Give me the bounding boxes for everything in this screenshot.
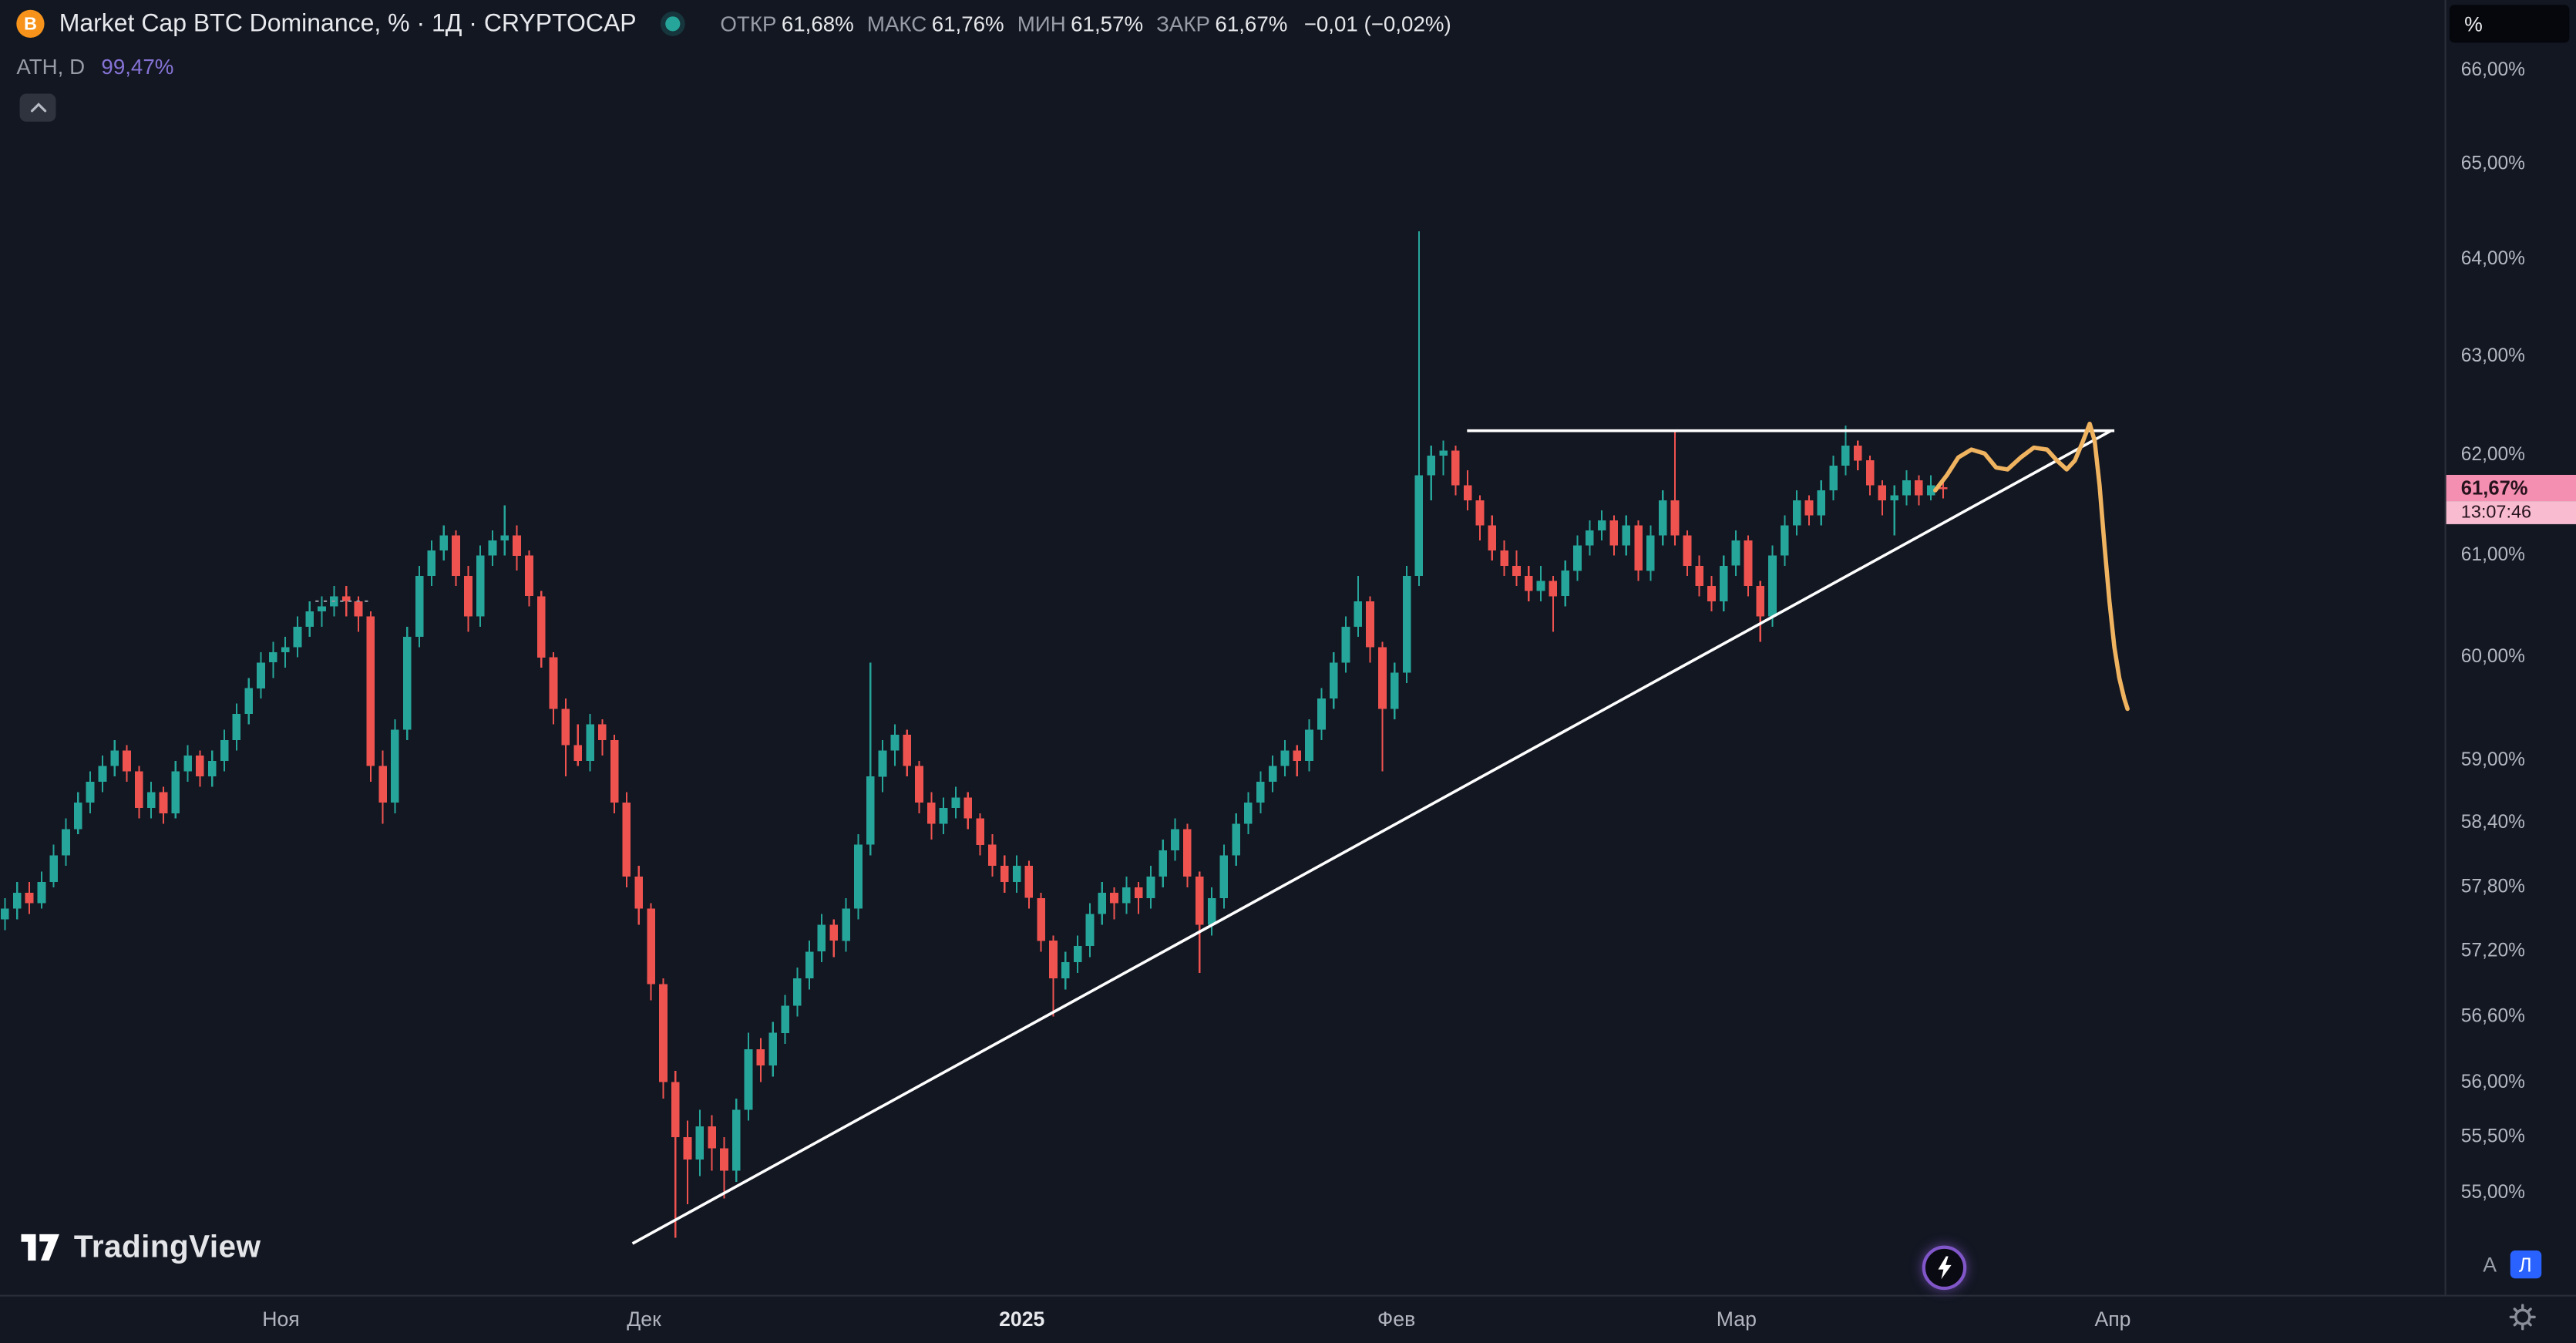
time-scale-label: Фев [1377, 1308, 1416, 1331]
lightning-bolt-icon [1938, 1256, 1952, 1280]
collapse-legend-button[interactable] [19, 93, 56, 122]
price-scale-label: 55,50% [2460, 1127, 2525, 1147]
open-value: 61,68% [781, 11, 854, 36]
price-scale-label: 56,00% [2460, 1072, 2525, 1093]
price-scale-label: 62,00% [2460, 445, 2525, 466]
freehand-brush-drawing[interactable] [1932, 421, 2130, 712]
change-value: −0,01 (−0,02%) [1303, 11, 1451, 36]
indicator-legend[interactable]: ATH, D 99,47% [16, 54, 173, 79]
time-scale-label: Апр [2094, 1308, 2131, 1331]
price-scale-unit-button[interactable]: % [2449, 5, 2570, 43]
market-status-icon[interactable] [666, 16, 681, 32]
tradingview-logo[interactable]: TradingView [20, 1230, 261, 1267]
log-scale-button[interactable]: Л [2510, 1250, 2541, 1279]
current-price-badge: 61,67% 13:07:46 [2446, 474, 2576, 524]
symbol-title[interactable]: Market Cap BTC Dominance, % · 1Д · CRYPT… [59, 9, 637, 39]
gear-icon [2509, 1304, 2536, 1331]
open-label: ОТКР [720, 11, 777, 36]
current-price: 61,67% [2446, 474, 2576, 502]
time-scale[interactable]: Ноя Дек 2025 Фев Мар Апр [0, 1294, 2576, 1343]
symbol-legend: B Market Cap BTC Dominance, % · 1Д · CRY… [16, 9, 1451, 39]
ohlc-readout: ОТКР 61,68% МАКС 61,76% МИН 61,57% ЗАКР … [720, 12, 1451, 36]
bitcoin-icon: B [16, 9, 45, 39]
indicator-value: 99,47% [101, 54, 174, 79]
candles [1, 231, 1948, 1238]
time-scale-label: Дек [627, 1308, 661, 1331]
price-scale-label: 57,20% [2460, 941, 2525, 961]
high-value: 61,76% [931, 11, 1004, 36]
close-label: ЗАКР [1156, 11, 1211, 36]
price-scale-label: 57,80% [2460, 877, 2525, 897]
chevron-up-icon [29, 103, 46, 113]
price-scale-label: 63,00% [2460, 346, 2525, 367]
bar-close-countdown: 13:07:46 [2446, 501, 2576, 524]
close-value: 61,67% [1215, 11, 1288, 36]
indicator-name: ATH, D [16, 54, 86, 79]
price-scale-label: 64,00% [2460, 249, 2525, 270]
scale-mode-controls: А Л [2447, 1250, 2576, 1279]
price-scale-label: 59,00% [2460, 751, 2525, 771]
price-scale-label: 55,00% [2460, 1183, 2525, 1203]
price-scale-label: 61,00% [2460, 545, 2525, 566]
price-scale-label: 60,00% [2460, 647, 2525, 668]
flash-button[interactable] [1922, 1245, 1967, 1291]
low-value: 61,57% [1071, 11, 1144, 36]
time-scale-label: 2025 [999, 1308, 1045, 1331]
time-scale-label: Мар [1716, 1308, 1757, 1331]
time-scale-label: Ноя [262, 1308, 300, 1331]
ascending-trendline-drawing[interactable] [631, 429, 2112, 1245]
high-label: МАКС [866, 11, 927, 36]
low-label: МИН [1017, 11, 1066, 36]
tradingview-logo-text: TradingView [73, 1230, 261, 1266]
auto-scale-button[interactable]: А [2483, 1253, 2497, 1277]
price-scale-label: 66,00% [2460, 60, 2525, 81]
price-scale-label: 65,00% [2460, 154, 2525, 174]
price-scale[interactable]: % 61,67% 13:07:46 А Л 66,00% 65,00% 64,00%… [2444, 0, 2576, 1295]
candlestick-chart-canvas[interactable] [0, 0, 2444, 1295]
tradingview-logo-icon [21, 1234, 59, 1261]
price-scale-label: 56,60% [2460, 1007, 2525, 1028]
time-scale-settings-button[interactable] [2509, 1303, 2538, 1332]
price-scale-label: 58,40% [2460, 813, 2525, 833]
